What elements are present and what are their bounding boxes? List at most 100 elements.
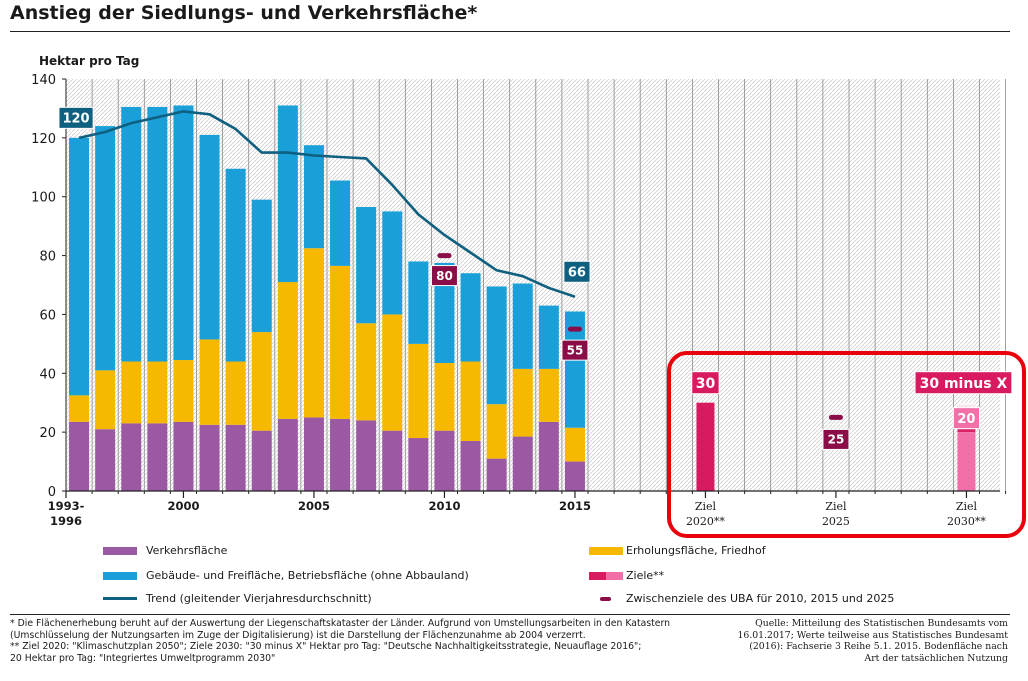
interim-target-label-box bbox=[561, 339, 589, 361]
bar-erholung bbox=[199, 339, 220, 425]
goal-label-2030-box bbox=[914, 371, 1013, 395]
trend-value-label: 120 bbox=[62, 112, 89, 127]
interim-target-label: 80 bbox=[436, 269, 453, 283]
bar-erholung bbox=[330, 265, 351, 419]
x-tick-label: 2015 bbox=[559, 499, 591, 513]
bar-erholung bbox=[95, 370, 116, 430]
goal-tick-label: 2030** bbox=[947, 515, 986, 528]
bar-erholung bbox=[434, 362, 455, 431]
goal-tick-label: 2020** bbox=[686, 515, 725, 528]
bar-verkehr bbox=[434, 430, 455, 491]
bar-gebaeude bbox=[147, 106, 168, 362]
y-tick-label: 80 bbox=[39, 250, 56, 265]
bar-gebaeude bbox=[330, 180, 351, 266]
y-tick-label: 120 bbox=[31, 132, 56, 147]
bar-verkehr bbox=[95, 429, 116, 491]
bar-gebaeude bbox=[251, 199, 272, 333]
y-tick-label: 0 bbox=[48, 485, 56, 500]
legend-label-trend: Trend (gleitender Vierjahresdurchschnitt… bbox=[146, 592, 372, 605]
interim-target-dash bbox=[567, 326, 582, 332]
bar-erholung bbox=[512, 368, 533, 437]
bar-gebaeude bbox=[356, 207, 377, 324]
bar-verkehr bbox=[564, 461, 585, 491]
legend-swatch-verkehr bbox=[103, 547, 137, 555]
goal-low-label-2030: 20 bbox=[957, 412, 975, 427]
interim-target-label-box bbox=[430, 265, 458, 287]
bar-gebaeude bbox=[225, 168, 246, 362]
x-tick-label: 2005 bbox=[298, 499, 330, 513]
bar-erholung bbox=[460, 361, 481, 441]
bar-erholung bbox=[486, 404, 507, 459]
x-tick-label: 1993- bbox=[48, 499, 85, 513]
bar-gebaeude bbox=[538, 305, 559, 369]
bar-gebaeude bbox=[199, 134, 220, 340]
bar-verkehr bbox=[330, 418, 351, 491]
bar-verkehr bbox=[121, 423, 142, 491]
interim-target-dash bbox=[828, 414, 843, 420]
goal-label-2030: 30 minus X bbox=[920, 376, 1008, 392]
bar-erholung bbox=[277, 282, 298, 419]
legend-label-verkehr: Verkehrsfläche bbox=[146, 544, 228, 557]
bar-verkehr bbox=[173, 421, 194, 491]
x-tick-label: 1996 bbox=[50, 514, 82, 528]
bar-erholung bbox=[251, 332, 272, 431]
legend-label-gebaeude: Gebäude- und Freifläche, Betriebsfläche … bbox=[146, 569, 469, 582]
bar-gebaeude bbox=[121, 106, 142, 362]
y-tick-label: 100 bbox=[31, 191, 56, 206]
goal-low-label-2030-box bbox=[952, 407, 981, 430]
bar-erholung bbox=[121, 361, 142, 424]
bar-verkehr bbox=[382, 430, 403, 491]
y-tick-label: 140 bbox=[31, 73, 56, 88]
bar-gebaeude bbox=[434, 262, 455, 363]
bar-verkehr bbox=[486, 458, 507, 491]
footnote-divider bbox=[10, 614, 1010, 615]
goal-tick-label: Ziel bbox=[695, 500, 717, 513]
legend-label-zwischenziele: Zwischenziele des UBA für 2010, 2015 und… bbox=[626, 592, 895, 605]
x-tick-label: 2000 bbox=[167, 499, 199, 513]
bar-gebaeude bbox=[382, 211, 403, 315]
plot-background bbox=[66, 79, 1000, 491]
y-tick-label: 20 bbox=[39, 426, 56, 441]
bar-erholung bbox=[382, 314, 403, 431]
legend-swatch-erholung bbox=[589, 547, 623, 555]
interim-target-dash bbox=[437, 253, 452, 259]
y-tick-label: 40 bbox=[39, 367, 56, 382]
bar-verkehr bbox=[460, 440, 481, 491]
bar-gebaeude bbox=[512, 283, 533, 369]
legend-swatch-zwischenziele bbox=[600, 597, 611, 601]
bar-erholung bbox=[564, 427, 585, 462]
legend-swatch-ziele bbox=[589, 572, 623, 580]
goal-label-2020: 30 bbox=[696, 376, 716, 392]
y-tick-label: 60 bbox=[39, 308, 56, 323]
bar-erholung bbox=[408, 343, 429, 439]
x-tick-label: 2010 bbox=[428, 499, 460, 513]
chart: Hektar pro Tag 0 20 40 60 80 100 120 140 1993-19… bbox=[31, 54, 1026, 538]
bar-erholung bbox=[69, 395, 90, 422]
goal-tick-label: Ziel bbox=[956, 500, 978, 513]
trend-line bbox=[78, 110, 576, 299]
trend-value-label: 66 bbox=[568, 265, 586, 280]
bar-verkehr bbox=[408, 438, 429, 491]
bar-verkehr bbox=[251, 430, 272, 491]
bar-erholung bbox=[303, 248, 324, 418]
legend-label-ziele: Ziele** bbox=[626, 569, 665, 582]
bar-gebaeude bbox=[303, 145, 324, 249]
bar-verkehr bbox=[512, 436, 533, 491]
trend-value-label-box bbox=[58, 106, 94, 129]
interim-target-label-box bbox=[822, 428, 850, 450]
chart-title: Anstieg der Siedlungs- und Verkehrsfläch… bbox=[10, 2, 1010, 32]
bar-gebaeude bbox=[95, 126, 116, 371]
bar-gebaeude bbox=[408, 261, 429, 344]
goal-label-2020-box bbox=[691, 371, 720, 395]
trend-value-label-box bbox=[563, 260, 591, 283]
bar-verkehr bbox=[225, 424, 246, 491]
goal-tick-label: Ziel bbox=[825, 500, 847, 513]
bar-verkehr bbox=[199, 424, 220, 491]
highlight-box bbox=[667, 351, 1026, 538]
goal-bar-2020 bbox=[696, 402, 715, 491]
bar-verkehr bbox=[69, 421, 90, 491]
bar-gebaeude bbox=[173, 105, 194, 361]
bar-verkehr bbox=[538, 421, 559, 491]
legend-label-erholung: Erholungsfläche, Friedhof bbox=[626, 544, 766, 557]
legend-swatch-trend bbox=[103, 597, 137, 600]
